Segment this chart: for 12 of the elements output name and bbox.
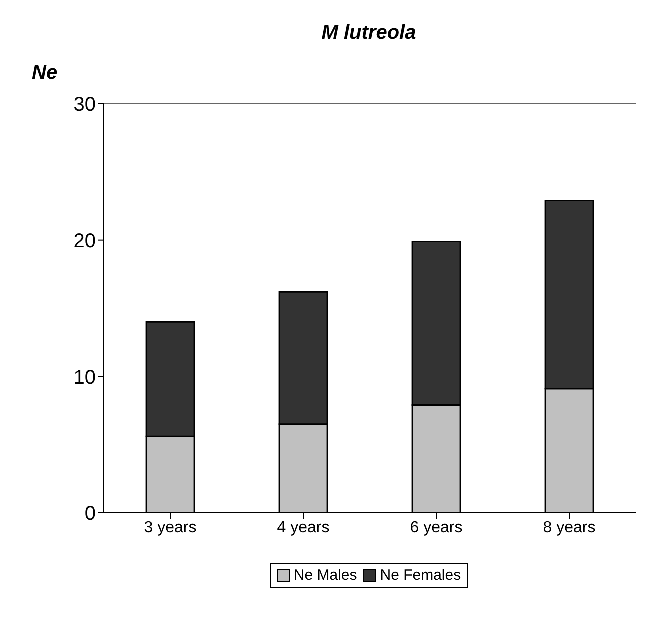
y-tick-label: 10 xyxy=(74,366,96,389)
x-tick-label: 8 years xyxy=(543,519,596,536)
y-tick-label: 20 xyxy=(74,230,96,252)
legend-label: Ne Females xyxy=(379,567,462,584)
x-tick-label: 3 years xyxy=(144,519,197,536)
y-axis-title: Ne xyxy=(32,62,58,85)
y-tick-label: 0 xyxy=(84,503,96,526)
x-tick-label: 6 years xyxy=(410,519,463,536)
x-tick-label: 4 years xyxy=(277,519,330,536)
legend-label: Ne Males xyxy=(292,567,358,584)
y-tick-label: 30 xyxy=(74,94,96,116)
chart-title: M lutreola xyxy=(320,22,418,45)
